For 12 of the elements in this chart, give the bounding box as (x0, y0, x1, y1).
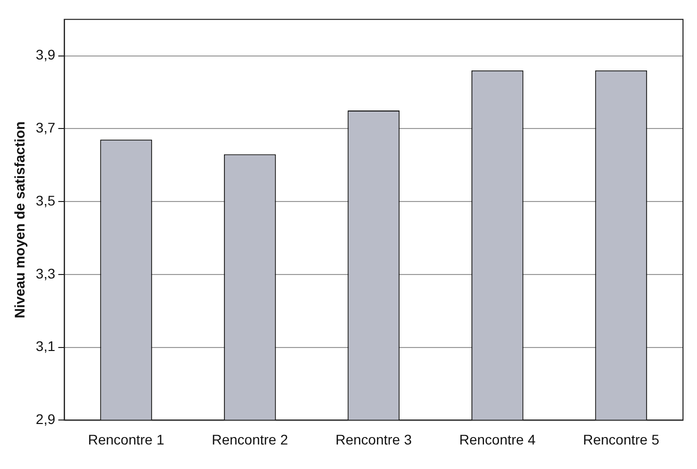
y-tick-label: 2,9 (36, 411, 56, 428)
x-tick-label: Rencontre 2 (212, 431, 288, 448)
y-tick-label: 3,9 (36, 46, 56, 63)
y-tick-label: 3,7 (36, 120, 56, 136)
x-tick-label: Rencontre 1 (88, 431, 164, 448)
x-tick-label: Rencontre 4 (459, 431, 536, 448)
x-tick-label: Rencontre 3 (335, 431, 412, 448)
y-tick-label: 3,5 (36, 192, 56, 208)
y-axis-title: Niveau moyen de satisfaction (11, 121, 28, 318)
y-tick-label: 3,3 (36, 265, 56, 282)
y-tick-label: 3,1 (36, 338, 56, 354)
x-tick-label: Rencontre 5 (582, 431, 660, 448)
